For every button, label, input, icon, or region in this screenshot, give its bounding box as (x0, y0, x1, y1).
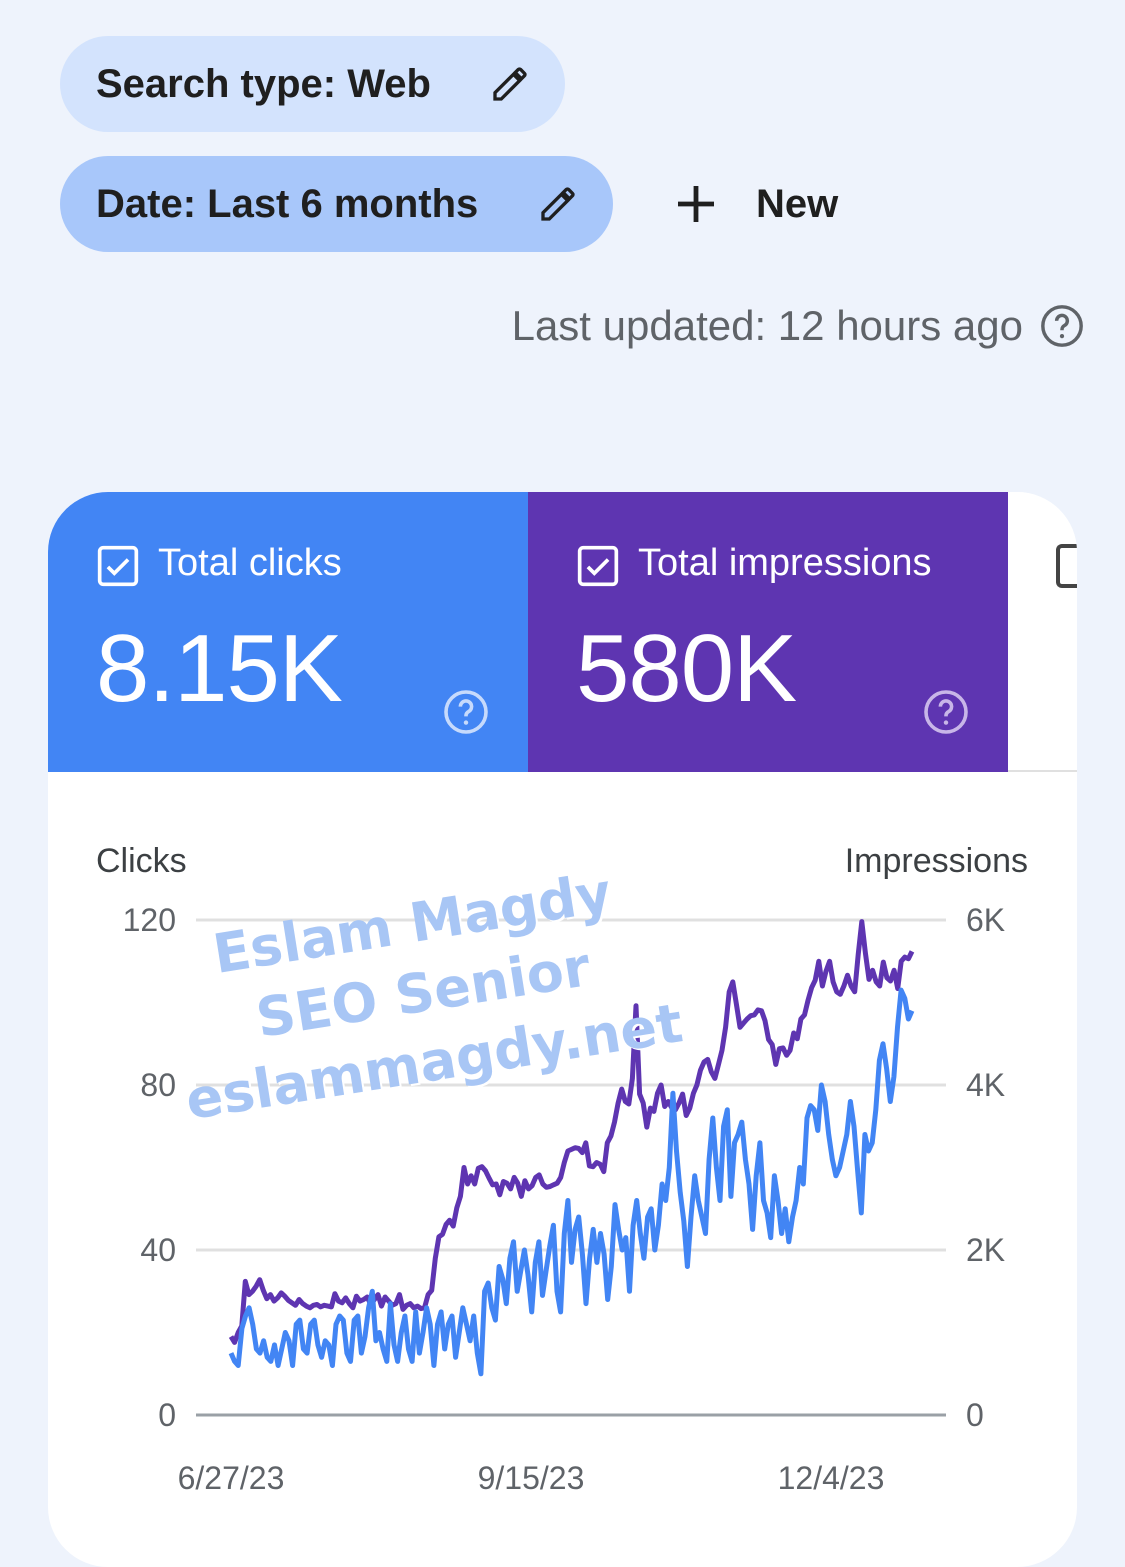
help-icon[interactable] (1039, 303, 1085, 349)
left-axis-tick-label: 0 (158, 1397, 176, 1433)
edit-pencil-icon[interactable] (538, 184, 578, 224)
checkbox-checked-icon[interactable] (96, 544, 140, 588)
new-filter-button[interactable]: New (672, 176, 838, 232)
right-axis-tick-label: 0 (966, 1397, 984, 1433)
left-axis-tick-label: 80 (140, 1067, 176, 1103)
help-icon[interactable] (442, 688, 490, 736)
search-type-filter-label: Search type: Web (96, 61, 431, 106)
total-clicks-metric-card[interactable]: Total clicks 8.15K (48, 492, 528, 772)
last-updated-text: Last updated: 12 hours ago (511, 302, 1023, 349)
clicks-series-line (228, 987, 915, 1377)
checkbox-checked-icon[interactable] (576, 544, 620, 588)
x-axis-tick-label: 12/4/23 (778, 1460, 885, 1496)
left-axis-title: Clicks (96, 842, 187, 880)
performance-chart[interactable]: Clicks Impressions 0 0 40 2K 80 4K 120 6K 6/27/… (48, 792, 1077, 1512)
next-metric-card-partial[interactable] (1008, 492, 1077, 772)
right-axis-title: Impressions (845, 842, 1028, 880)
right-axis-tick-label: 4K (966, 1067, 1005, 1103)
search-type-filter-chip[interactable]: Search type: Web (60, 36, 565, 132)
date-filter-label: Date: Last 6 months (96, 181, 479, 226)
plus-icon (678, 186, 714, 222)
right-axis-tick-label: 6K (966, 902, 1005, 938)
x-axis-tick-label: 6/27/23 (178, 1460, 285, 1496)
last-updated-status: Last updated: 12 hours ago (512, 298, 1085, 354)
checkbox-unchecked-icon[interactable] (1056, 544, 1077, 588)
total-impressions-metric-card[interactable]: Total impressions 580K (528, 492, 1008, 772)
impressions-series-line (228, 919, 915, 1345)
edit-pencil-icon[interactable] (490, 64, 530, 104)
right-axis-tick-label: 2K (966, 1232, 1005, 1268)
new-filter-label: New (756, 181, 839, 226)
left-axis-tick-label: 40 (140, 1232, 176, 1268)
metric-label: Total impressions (638, 542, 932, 584)
metric-value: 8.15K (96, 615, 343, 722)
x-axis-tick-label: 9/15/23 (478, 1460, 585, 1496)
date-filter-chip[interactable]: Date: Last 6 months (60, 156, 613, 252)
metric-value: 580K (576, 615, 797, 722)
help-icon[interactable] (922, 688, 970, 736)
performance-card: Total clicks 8.15K Total impressions 580… (48, 492, 1077, 1567)
metric-label: Total clicks (158, 542, 342, 584)
left-axis-tick-label: 120 (123, 902, 176, 938)
